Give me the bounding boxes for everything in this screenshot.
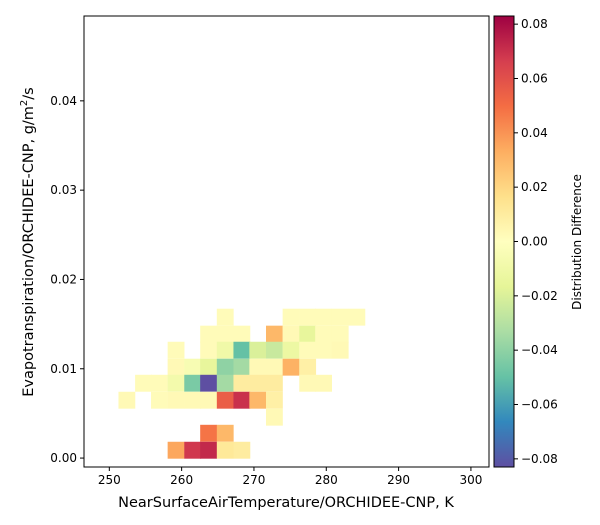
heatmap-cell (200, 441, 217, 459)
y-tick-label: 0.02 (50, 272, 77, 286)
y-tick-label: 0.01 (50, 362, 77, 376)
heatmap-cell (118, 391, 136, 409)
heatmap-cell (167, 441, 185, 459)
heatmap-cell (184, 441, 202, 459)
heatmap-cell (151, 391, 168, 409)
colorbar-tick-label: 0.02 (521, 180, 548, 194)
heatmap-cell (299, 308, 317, 326)
heatmap-cell (184, 391, 202, 409)
heatmap-cell (299, 374, 317, 392)
y-tick-label: 0.04 (50, 94, 77, 108)
y-tick-label: 0.00 (50, 451, 77, 465)
x-axis-ticks: 250 260 270 280 290 300 (98, 467, 482, 487)
heatmap-cell (315, 341, 332, 359)
y-axis-label: Evapotranspiration/ORCHIDEE-CNP, g/m2/s (19, 87, 37, 397)
heatmap-cell (266, 341, 283, 359)
heatmap-cell (216, 308, 234, 326)
colorbar-tick-label: 0.08 (521, 17, 548, 31)
x-axis-label: NearSurfaceAirTemperature/ORCHIDEE-CNP, … (118, 495, 454, 511)
heatmap-cell (167, 374, 185, 392)
heatmap-cell (216, 358, 234, 376)
colorbar-tick-label: 0.00 (521, 235, 548, 249)
heatmap-cell (233, 441, 251, 459)
heatmap-cell (216, 424, 234, 442)
heatmap-cell (299, 325, 317, 343)
heatmap-cell (233, 325, 251, 343)
heatmap-cell (299, 341, 317, 359)
heatmap-cell (167, 391, 185, 409)
heatmap-cell (315, 308, 332, 326)
colorbar-tick-label: −0.06 (521, 398, 558, 412)
heatmap-cell (315, 374, 332, 392)
heatmap-cell (282, 341, 300, 359)
heatmap-cell (266, 408, 283, 426)
heatmap-cell (216, 391, 234, 409)
heatmap-cell (348, 308, 366, 326)
plot-frame (83, 15, 490, 468)
colorbar-tick-label: −0.08 (521, 452, 558, 466)
heatmap-cell (315, 325, 332, 343)
heatmap-cell (184, 374, 202, 392)
heatmap-cell (266, 391, 283, 409)
heatmap-cell (200, 358, 217, 376)
y-axis-label-main: Evapotranspiration/ORCHIDEE-CNP, g/m (21, 106, 37, 397)
heatmap-cell (249, 391, 267, 409)
heatmap-cell (167, 358, 185, 376)
heatmap-cell (282, 358, 300, 376)
colorbar-tick-label: −0.02 (521, 289, 558, 303)
heatmap-cell (200, 341, 217, 359)
x-tick-label: 280 (315, 473, 338, 487)
heatmap-cell (282, 325, 300, 343)
colorbar-tick-label: 0.04 (521, 126, 548, 140)
heatmap-cell (249, 374, 267, 392)
heatmap-cell (266, 374, 283, 392)
heatmap-cell (249, 358, 267, 376)
heatmap-cell (331, 341, 349, 359)
colorbar-label: Distribution Difference (570, 174, 584, 310)
x-tick-label: 300 (459, 473, 482, 487)
y-axis-label-tail: /s (21, 87, 37, 99)
heatmap-cell (299, 358, 317, 376)
heatmap-cell (233, 341, 251, 359)
heatmap-cell (216, 441, 234, 459)
colorbar-ticks: −0.08 −0.06 −0.04 −0.02 0.00 0.02 0.04 0.06 0.08 (514, 17, 558, 466)
x-tick-label: 270 (243, 473, 266, 487)
x-tick-label: 250 (98, 473, 121, 487)
heatmap-cell (200, 325, 217, 343)
colorbar-tick-label: 0.06 (521, 71, 548, 85)
heatmap-cell (266, 325, 283, 343)
heatmap-cell (266, 358, 283, 376)
heatmap-cell (216, 341, 234, 359)
y-axis-label-superscript: 2 (19, 100, 30, 106)
heatmap-cell (331, 308, 349, 326)
heatmap-cell (233, 358, 251, 376)
y-tick-label: 0.03 (50, 183, 77, 197)
y-axis-ticks: 0.00 0.01 0.02 0.03 0.04 (50, 94, 84, 465)
colorbar-tick-label: −0.04 (521, 343, 558, 357)
heatmap-cell (167, 341, 185, 359)
heatmap-cell (200, 424, 217, 442)
heatmap-cell (331, 325, 349, 343)
x-tick-label: 290 (387, 473, 410, 487)
heatmap-cell (233, 374, 251, 392)
colorbar (493, 15, 515, 468)
heatmap-cell (200, 391, 217, 409)
heatmap-cell (216, 374, 234, 392)
heatmap-cell (249, 341, 267, 359)
heatmap-cell (216, 325, 234, 343)
heatmap-cell (151, 374, 168, 392)
x-tick-label: 260 (170, 473, 193, 487)
heatmap-cells (118, 308, 366, 459)
heatmap-cell (184, 358, 202, 376)
heatmap-cell (200, 374, 217, 392)
heatmap-cell (135, 374, 152, 392)
heatmap-cell (282, 308, 300, 326)
heatmap-cell (233, 391, 251, 409)
